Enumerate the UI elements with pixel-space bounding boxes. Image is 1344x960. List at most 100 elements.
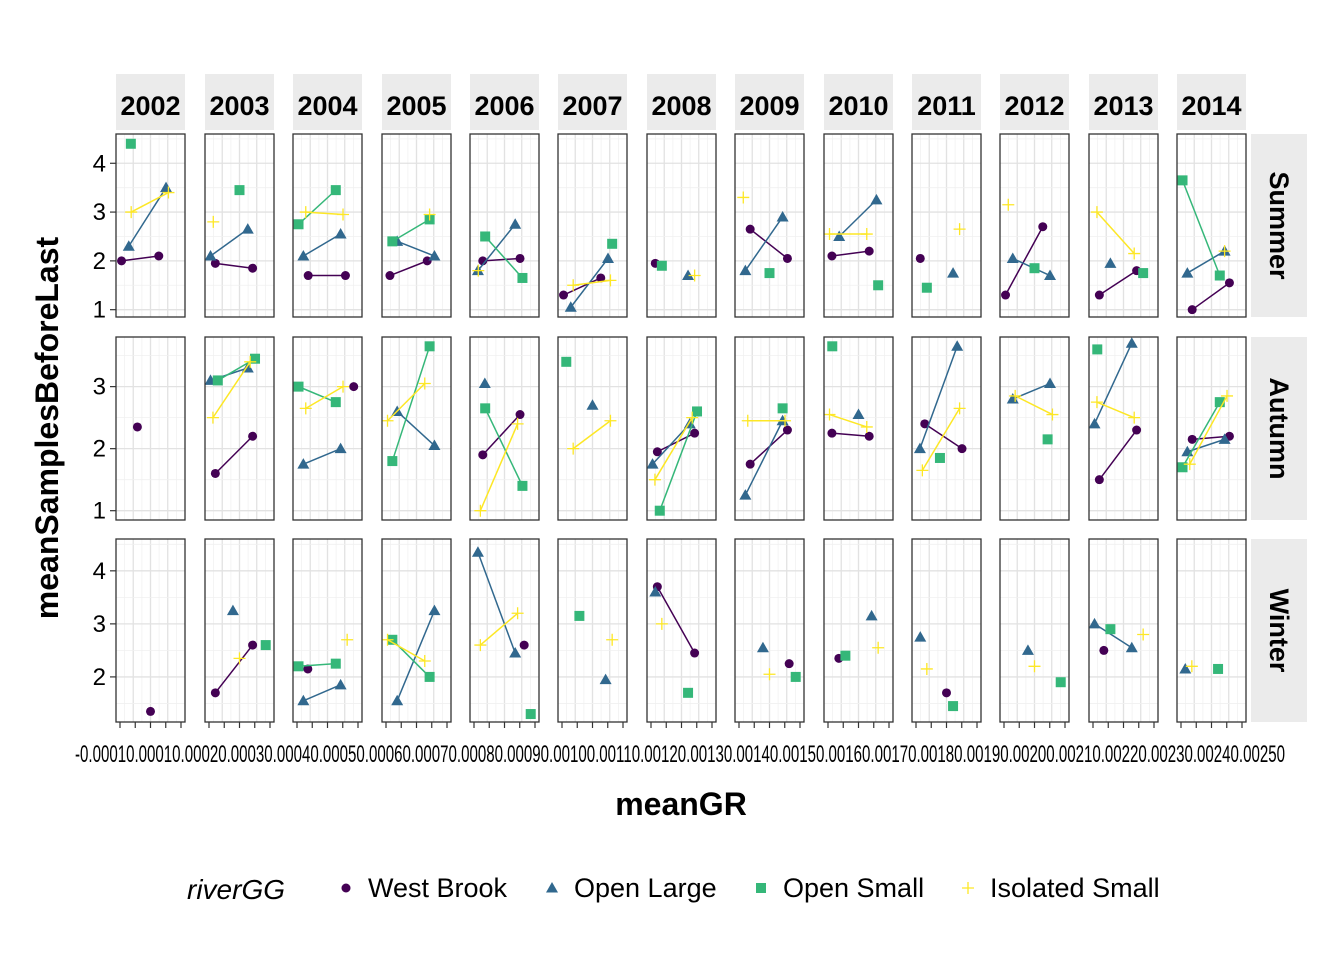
- y-tick-label-Winter-4: 4: [93, 558, 106, 585]
- data-point-isolated-small: [688, 269, 701, 282]
- series-line-open-large: [1093, 342, 1133, 425]
- data-point-open-large: [471, 546, 484, 557]
- series-line-isolated-small: [479, 612, 519, 646]
- data-point-open-small: [1213, 663, 1224, 674]
- data-point-isolated-small: [381, 414, 394, 427]
- data-point-open-large: [241, 223, 254, 234]
- column-strip-2009: [735, 74, 804, 130]
- data-point-open-large: [739, 489, 752, 500]
- data-point-open-small: [607, 238, 618, 249]
- data-point-open-large: [428, 604, 441, 616]
- data-point-west-brook: [478, 256, 488, 266]
- data-point-west-brook: [210, 258, 220, 268]
- data-point-open-large: [1179, 662, 1192, 674]
- data-point-isolated-small: [953, 223, 966, 236]
- series-line-open-small: [659, 411, 698, 511]
- row-strip-Autumn: [1251, 337, 1307, 520]
- panel-2014-Summer: [1176, 133, 1247, 318]
- data-point-open-small: [293, 219, 304, 230]
- data-point-isolated-small: [763, 668, 776, 681]
- series-line-isolated-small: [1096, 211, 1135, 255]
- panel-border: [292, 336, 363, 521]
- series-line-isolated-small: [654, 417, 693, 481]
- data-point-open-small: [517, 272, 528, 283]
- panel-border: [911, 133, 982, 318]
- data-point-west-brook: [303, 664, 313, 674]
- data-point-open-small: [934, 452, 945, 463]
- data-point-isolated-small: [162, 186, 175, 199]
- series-line-open-small: [391, 218, 430, 243]
- data-point-west-brook: [827, 428, 837, 438]
- column-strip-label-2010: 2010: [828, 91, 888, 121]
- panel-2004-Autumn: [292, 336, 363, 521]
- data-point-open-small: [480, 231, 491, 242]
- data-point-isolated-small: [1090, 206, 1103, 219]
- data-point-open-large: [914, 631, 927, 642]
- data-point-west-brook: [920, 419, 930, 429]
- panel-2006-Summer: [469, 133, 540, 318]
- data-point-isolated-small: [872, 641, 885, 654]
- column-strip-2006: [470, 74, 539, 130]
- row-strip-Summer: [1251, 134, 1307, 317]
- data-point-isolated-small: [860, 228, 873, 241]
- y-tick-label-Summer-3: 3: [93, 199, 106, 226]
- panel-2011-Summer: [911, 133, 982, 318]
- panel-2010-Winter: [823, 538, 894, 723]
- column-strip-2012: [1000, 74, 1069, 130]
- series-line-west-brook: [1098, 270, 1138, 296]
- column-strip-2005: [382, 74, 451, 130]
- series-line-west-brook: [215, 262, 253, 269]
- data-point-isolated-small: [418, 377, 431, 390]
- data-point-open-small: [1138, 268, 1149, 279]
- y-tick-label-Summer-2: 2: [93, 248, 106, 275]
- series-line-west-brook: [389, 260, 428, 277]
- data-point-open-large: [865, 609, 878, 621]
- data-point-open-small: [330, 185, 341, 196]
- panel-border: [469, 336, 540, 521]
- panel-border: [292, 133, 363, 318]
- panel-border: [911, 336, 982, 521]
- panel-border: [999, 133, 1070, 318]
- series-line-west-brook: [1191, 282, 1230, 311]
- data-point-isolated-small: [1221, 389, 1234, 402]
- data-point-isolated-small: [474, 639, 487, 652]
- series-line-open-small: [1181, 180, 1221, 276]
- column-strip-2003: [205, 74, 274, 130]
- data-point-open-small: [424, 341, 435, 352]
- series-line-open-large: [477, 223, 516, 272]
- series-line-open-large: [303, 684, 341, 702]
- data-point-west-brook: [422, 256, 432, 266]
- series-line-open-large: [303, 447, 341, 465]
- data-point-open-large: [204, 250, 217, 261]
- data-point-open-large: [334, 228, 347, 239]
- series-line-open-small: [1181, 401, 1221, 468]
- data-point-west-brook: [1224, 278, 1234, 288]
- data-point-open-small: [827, 341, 838, 352]
- data-point-west-brook: [117, 256, 127, 266]
- data-point-open-large: [122, 240, 135, 251]
- data-point-isolated-small: [125, 206, 138, 219]
- legend-key-open-large: [546, 882, 558, 893]
- column-strip-label-2007: 2007: [562, 91, 622, 121]
- row-strips: Summer Autumn Winter: [1251, 134, 1307, 722]
- panel-2004-Winter: [292, 538, 363, 723]
- panel-2006-Autumn: [469, 336, 540, 521]
- series-line-isolated-small: [921, 407, 961, 471]
- panel-2003-Autumn: [204, 336, 275, 521]
- data-point-open-small: [790, 671, 801, 682]
- column-strip-label-2004: 2004: [297, 91, 357, 121]
- column-strip-label-2012: 2012: [1004, 91, 1064, 121]
- series-line-west-brook: [831, 432, 870, 438]
- data-point-west-brook: [146, 706, 155, 716]
- column-strip-2011: [912, 74, 981, 130]
- x-axis-title: meanGR: [615, 786, 747, 822]
- data-point-open-large: [1218, 433, 1231, 444]
- data-point-west-brook: [340, 271, 350, 281]
- panel-border: [823, 133, 894, 318]
- data-point-isolated-small: [337, 380, 350, 393]
- data-point-west-brook: [1001, 290, 1011, 300]
- panel-2007-Summer: [557, 133, 628, 318]
- panel-2003-Winter: [204, 538, 275, 723]
- data-point-isolated-small: [1218, 245, 1231, 258]
- legend-key-west-brook: [341, 883, 351, 893]
